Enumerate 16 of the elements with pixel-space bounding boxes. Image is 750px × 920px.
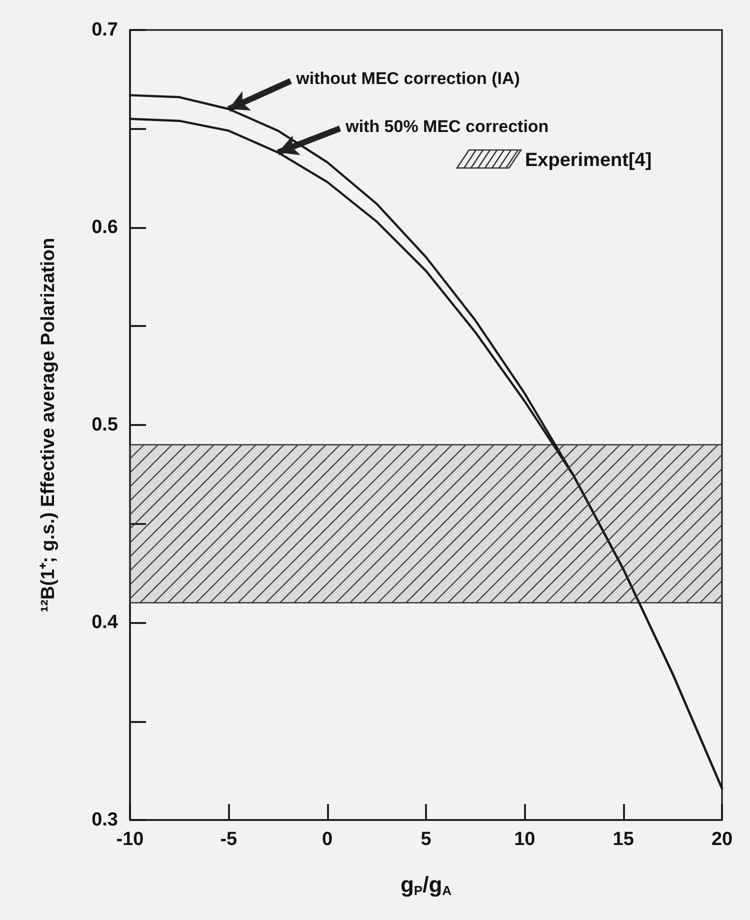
x-tick-label: -10	[116, 829, 144, 850]
legend-label: Experiment[4]	[525, 150, 652, 171]
annotation: with 50% MEC correction	[344, 116, 549, 136]
y-tick-label: 0.7	[92, 20, 118, 40]
x-tick-label: 0	[322, 829, 333, 850]
y-axis-title: ¹²B(1⁺; g.s.) Effective average Polarization	[38, 238, 59, 612]
y-tick-label: 0.5	[92, 414, 118, 436]
x-tick-label: 20	[711, 829, 733, 850]
y-tick-label: 0.4	[92, 612, 118, 633]
x-tick-label: 15	[612, 829, 634, 850]
x-tick-label: -5	[220, 829, 238, 850]
y-tick-label: 0.6	[92, 217, 118, 238]
y-tick-label: 0.3	[92, 810, 118, 830]
x-tick-label: 10	[514, 829, 536, 850]
annotation: without MEC correction (IA)	[295, 69, 520, 88]
x-tick-label: 5	[420, 829, 432, 850]
